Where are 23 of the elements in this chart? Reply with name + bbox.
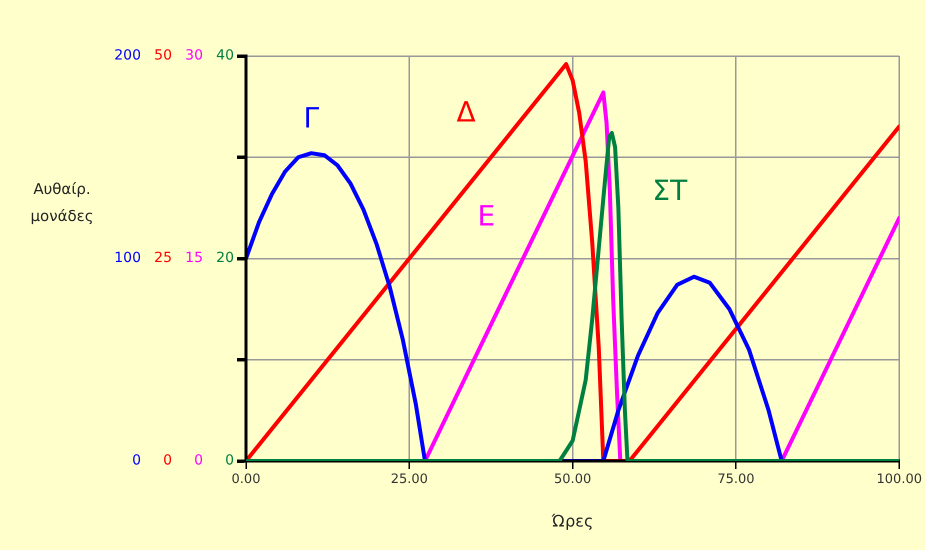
y-tick-label: 200 [114,48,141,64]
x-tick-label: 0.00 [232,472,260,488]
series-label: Γ [304,101,320,134]
y-tick-label: 0 [132,452,141,469]
series-label: ΣΤ [652,174,688,208]
y2-tick-label: 50 [154,48,172,64]
y2-tick-label: 25 [154,250,172,266]
y3-tick-label: 15 [185,250,203,266]
y3-tick-label: 30 [185,48,203,64]
y3-tick-label: 0 [194,452,203,469]
x-tick-label: 25.00 [390,472,428,488]
y-tick-label: 0 [225,452,234,469]
y-axis-title: Αυθαίρ. μονάδες [30,180,94,225]
x-tick-label: 100.00 [876,472,922,488]
x-axis-title: Ώρες [550,512,594,531]
y2-tick-label: 0 [163,452,172,469]
x-tick-label: 50.00 [554,472,592,488]
series-label: Ε [477,200,496,233]
y-tick-label: 100 [114,250,141,266]
x-tick-label: 75.00 [717,472,755,488]
y-tick-label: 40 [216,48,234,64]
y-tick-label: 20 [216,250,234,266]
series-label: Δ [456,95,476,128]
